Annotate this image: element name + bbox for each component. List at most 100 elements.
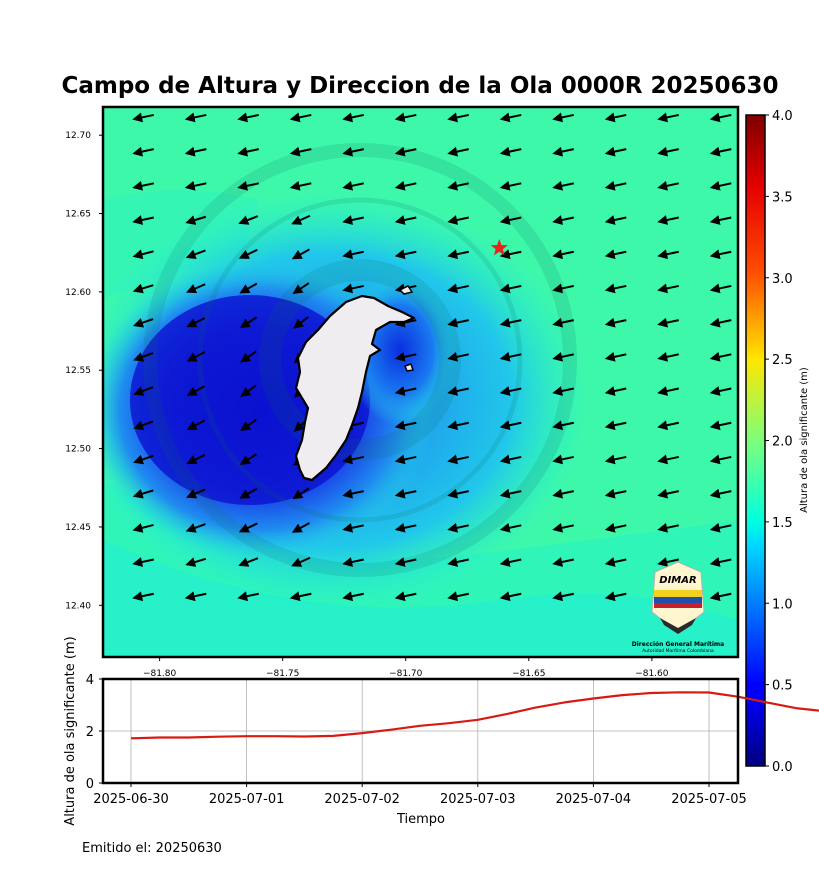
- wave-vector-arrow: [240, 384, 257, 397]
- wave-vector-arrow: [447, 488, 469, 499]
- wave-vector-arrow: [185, 523, 206, 533]
- wave-vector-arrow: [394, 488, 417, 499]
- wave-vector-arrow: [133, 352, 154, 362]
- wave-vector-arrow: [239, 453, 258, 465]
- wave-vector-arrow: [709, 591, 732, 602]
- colorbar-tick-label: 2.0: [772, 435, 793, 450]
- island-san-andres: [294, 285, 416, 482]
- wave-vector-arrow: [394, 420, 417, 431]
- wave-vector-arrow: [552, 591, 574, 602]
- wave-vector-arrow: [709, 454, 732, 465]
- wave-vector-arrow: [657, 386, 679, 396]
- wave-vector-arrow: [499, 317, 522, 328]
- wave-vector-arrow: [604, 180, 627, 191]
- map-y-tick-label: 12.55: [65, 366, 91, 376]
- wave-vector-arrow: [239, 316, 258, 329]
- wave-vector-arrow: [342, 249, 364, 260]
- map-y-tick-label: 12.50: [65, 445, 91, 455]
- wave-vector-arrow: [239, 487, 258, 499]
- wave-vector-arrow: [604, 317, 627, 328]
- wave-vector-arrow: [499, 180, 522, 191]
- time-series-y-axis: 0 2 4: [86, 673, 103, 792]
- colorbar-label: Altura de ola significante (m): [799, 367, 810, 513]
- wave-vector-arrow: [237, 112, 259, 123]
- wave-vector-arrow: [394, 386, 417, 396]
- wave-vector-arrow: [185, 249, 206, 260]
- wave-vector-arrow: [552, 420, 574, 431]
- wave-vector-arrow: [499, 522, 522, 533]
- colorbar-tick-label: 1.5: [772, 516, 793, 531]
- map-y-axis: 12.40 12.45 12.50 12.55 12.60 12.65 12.70: [65, 131, 103, 611]
- wave-vector-arrow: [291, 248, 310, 260]
- wave-vector-arrow: [657, 112, 679, 123]
- wave-vector-arrow: [342, 557, 364, 567]
- wave-vector-arrow: [132, 454, 154, 465]
- wave-vector-arrow: [447, 317, 469, 328]
- wave-vector-arrow: [552, 146, 574, 157]
- map-y-tick-label: 12.45: [65, 523, 91, 533]
- wave-vector-arrow: [132, 146, 154, 157]
- wave-vector-arrow: [552, 557, 574, 567]
- wave-vector-arrow: [447, 351, 469, 362]
- wave-vector-arrow: [238, 522, 258, 533]
- wave-vector-arrow: [657, 522, 679, 533]
- wave-vector-arrow: [604, 420, 627, 431]
- ts-y-tick-label: 2: [86, 725, 94, 740]
- wave-vector-arrow: [447, 215, 469, 225]
- wave-vector-arrow: [240, 418, 257, 431]
- wave-vector-arrow: [552, 522, 574, 533]
- wave-vector-arrow: [289, 591, 312, 602]
- wave-vector-arrow: [499, 557, 522, 567]
- wave-vector-arrow: [499, 283, 522, 294]
- dimar-logo: DIMAR Dirección General Marítima Autorid…: [632, 561, 724, 654]
- wave-vector-arrow: [133, 420, 154, 431]
- wave-vector-arrow: [132, 112, 154, 123]
- wave-vector-arrow: [394, 591, 417, 602]
- map-y-tick-label: 12.65: [65, 210, 91, 220]
- wave-vector-arrow: [186, 454, 206, 465]
- wave-vector-arrow: [186, 488, 206, 499]
- map-y-tick-label: 12.60: [65, 288, 91, 298]
- wave-vector-arrow: [552, 180, 574, 191]
- wave-vector-arrow: [185, 557, 207, 567]
- wave-vector-arrow: [657, 215, 679, 225]
- wave-vector-arrow: [184, 180, 207, 191]
- wave-vector-arrow: [184, 591, 207, 602]
- wave-vector-arrow: [709, 249, 732, 260]
- wave-vector-arrow: [499, 386, 522, 396]
- time-series-xlabel: Tiempo: [396, 812, 445, 827]
- wave-vector-arrow: [709, 283, 732, 294]
- wave-vector-arrow: [394, 557, 417, 567]
- wave-vector-arrow: [394, 215, 417, 225]
- wave-vector-arrow: [342, 283, 364, 294]
- wave-vector-arrow: [342, 591, 364, 602]
- wave-vector-arrow: [709, 215, 732, 225]
- wave-vector-arrow: [292, 487, 310, 500]
- wave-vector-arrow: [604, 488, 627, 499]
- wave-vector-arrow: [342, 454, 364, 465]
- wave-vector-arrow: [709, 180, 732, 191]
- colorbar-tick-label: 2.5: [772, 353, 793, 368]
- map-x-tick-label: −81.65: [512, 669, 545, 679]
- wave-vector-arrow: [604, 146, 627, 157]
- wave-vector-arrow: [132, 488, 154, 499]
- wave-vector-arrow: [447, 557, 469, 567]
- wave-vector-arrow: [184, 146, 207, 157]
- wave-vector-arrow: [186, 385, 206, 396]
- wave-vector-arrow: [186, 317, 206, 328]
- wave-vector-arrow: [394, 112, 417, 123]
- ts-x-tick-label: 2025-07-01: [209, 792, 285, 807]
- wave-vector-arrow: [552, 488, 574, 499]
- wave-vector-arrow: [604, 351, 627, 362]
- wave-vector-arrow: [709, 351, 732, 362]
- wave-vector-arrow: [291, 556, 311, 567]
- wave-vector-arrow: [293, 316, 309, 329]
- colorbar-tick-label: 1.0: [772, 597, 793, 612]
- wave-vector-arrow: [289, 146, 312, 157]
- map-x-tick-label: −81.75: [266, 669, 299, 679]
- wave-vector-arrow: [239, 282, 258, 294]
- wave-vector-arrow: [447, 420, 469, 431]
- wave-vector-arrow: [342, 488, 364, 499]
- wave-vector-arrow: [499, 112, 522, 123]
- figure-title: Campo de Altura y Direccion de la Ola 00…: [61, 73, 779, 99]
